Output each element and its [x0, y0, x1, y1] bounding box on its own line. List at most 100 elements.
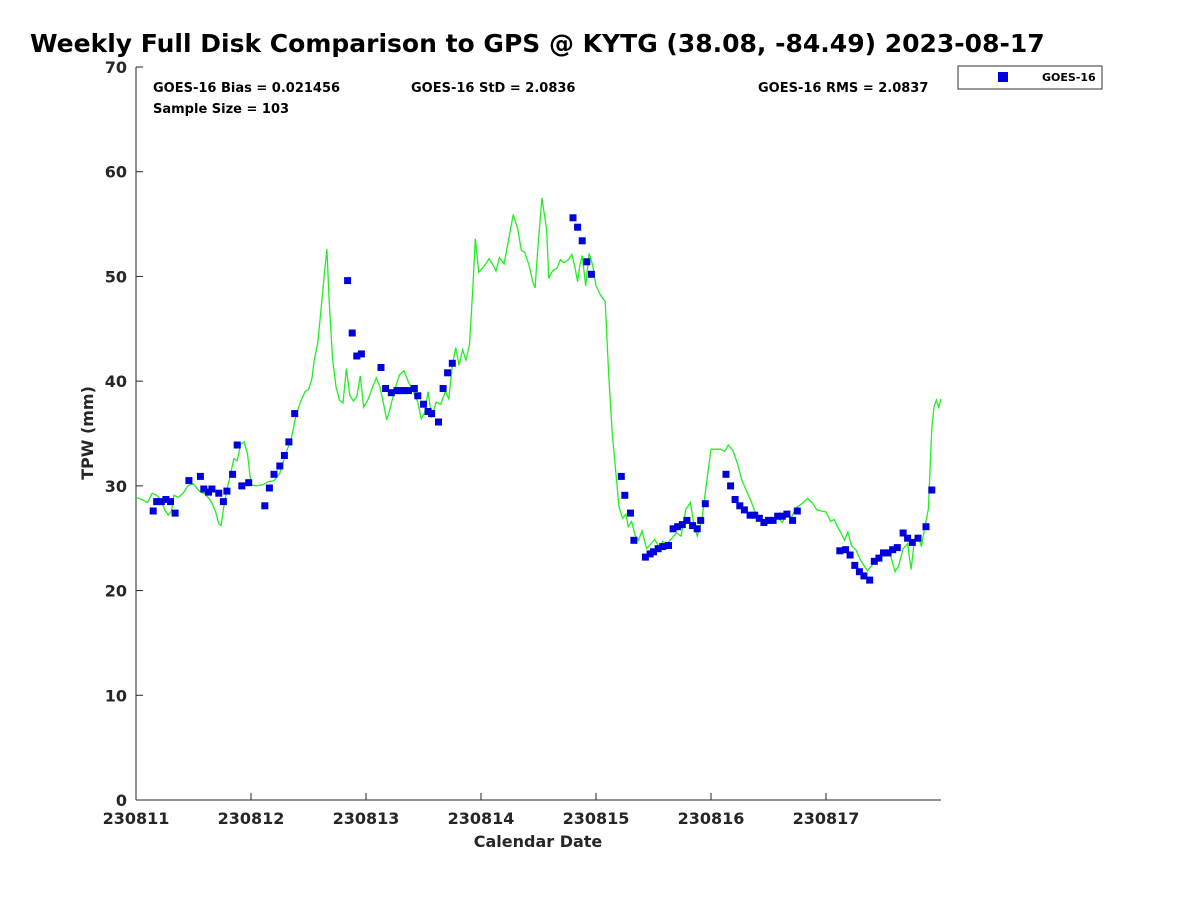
y-tick-label: 30: [105, 477, 127, 496]
plot-area: [135, 197, 942, 584]
goes-16-point: [215, 489, 223, 497]
goes-16-point: [755, 514, 763, 522]
goes-16-point: [701, 500, 709, 508]
goes-16-point: [353, 352, 361, 360]
goes-16-point: [219, 498, 227, 506]
goes-16-point: [654, 545, 662, 553]
goes-16-point: [238, 482, 246, 490]
goes-16-point: [769, 516, 777, 524]
rms-stat: GOES-16 RMS = 2.0837: [758, 81, 928, 96]
goes-16-point: [665, 542, 672, 549]
goes-16-point: [751, 511, 759, 519]
goes-16-point: [880, 549, 887, 557]
goes-16-point: [162, 496, 170, 503]
goes-16-point: [746, 511, 754, 519]
goes-16-point: [348, 329, 356, 337]
goes-16-point: [842, 546, 850, 554]
x-tick-label: 230814: [448, 809, 515, 828]
goes-16-point: [884, 549, 892, 557]
goes-16-point: [893, 544, 901, 552]
goes-16-point: [270, 470, 278, 478]
y-tick-label: 20: [105, 582, 127, 601]
goes-16-point: [760, 519, 768, 526]
goes-16-point: [410, 385, 418, 392]
x-tick-label: 230813: [333, 809, 400, 828]
goes-16-point: [285, 438, 293, 446]
goes-16-point: [382, 385, 390, 392]
legend-label-goes-16: GOES-16: [1042, 71, 1096, 84]
goes-16-point: [697, 516, 705, 524]
goes-16-point: [448, 359, 456, 367]
goes-16-point: [855, 568, 863, 576]
goes-16-point: [428, 410, 436, 418]
goes-16-point: [229, 470, 237, 478]
sample-size-stat: Sample Size = 103: [153, 102, 289, 117]
gps-line: [135, 197, 942, 574]
bias-stat: GOES-16 Bias = 0.021456: [153, 81, 340, 96]
chart-title: Weekly Full Disk Comparison to GPS @ KYT…: [30, 29, 1045, 58]
goes-16-point: [914, 534, 922, 542]
y-axis-label: TPW (mm): [78, 386, 97, 480]
x-tick-label: 230811: [103, 809, 170, 828]
goes-16-point: [578, 237, 586, 245]
x-tick-label: 230812: [218, 809, 285, 828]
goes-16-point: [650, 548, 657, 556]
goes-16-point: [846, 551, 854, 559]
legend-box: [957, 65, 1103, 90]
goes-16-point: [683, 516, 691, 524]
y-tick-label: 50: [105, 267, 127, 286]
goes-16-point: [414, 392, 422, 400]
legend: GOES-16: [957, 65, 1103, 90]
goes-16-point: [621, 491, 629, 499]
goes-16-point: [908, 538, 916, 546]
goes-16-point: [587, 270, 595, 278]
goes-16-point: [860, 572, 868, 580]
goes-16-point: [196, 472, 204, 480]
goes-16-point: [153, 498, 161, 506]
goes-16-point: [778, 512, 786, 520]
goes-16-point: [870, 557, 878, 565]
goes-16-point: [420, 400, 427, 408]
goes-16-point: [583, 258, 591, 266]
goes-16-point: [928, 486, 936, 494]
axes: 0 10 20 30 40 50 60 70 230811 230812 230813 230814 2…: [103, 58, 941, 828]
goes-16-point: [689, 522, 697, 530]
goes-16-point: [574, 223, 582, 231]
goes-16-point: [674, 523, 682, 531]
goes-16-point: [617, 472, 625, 480]
goes-16-point: [208, 485, 216, 493]
goes-16-point: [157, 498, 165, 506]
goes-16-point: [627, 509, 634, 517]
goes-16-point: [641, 553, 649, 561]
goes-16-point: [904, 534, 912, 542]
goes-16-point: [678, 521, 686, 529]
goes-16-point: [899, 529, 907, 537]
y-tick-label: 40: [105, 372, 127, 391]
goes-16-point: [659, 543, 667, 551]
goes-16-point: [722, 470, 730, 478]
goes-16-point: [233, 441, 241, 449]
goes-16-point: [740, 506, 748, 514]
goes-16-point: [922, 523, 930, 531]
goes-16-point: [200, 485, 208, 493]
goes-16-point: [245, 479, 253, 487]
x-tick-label: 230816: [678, 809, 745, 828]
goes-16-point: [185, 477, 193, 485]
goes-16-point: [149, 507, 157, 515]
goes-16-point: [736, 502, 744, 510]
goes-16-point: [765, 516, 772, 524]
goes-16-point: [793, 507, 801, 515]
goes-16-point: [731, 496, 739, 503]
goes-16-point: [783, 510, 791, 518]
goes-16-point: [630, 536, 638, 544]
goes-16-point: [435, 418, 442, 426]
goes-16-point: [875, 554, 883, 562]
goes-16-point: [291, 410, 299, 418]
y-tick-label: 10: [105, 686, 127, 705]
y-tick-label: 60: [105, 163, 127, 182]
goes-16-point: [167, 498, 174, 506]
x-axis-label: Calendar Date: [474, 832, 603, 851]
x-tick-label: 230815: [563, 809, 630, 828]
goes-16-point: [377, 364, 385, 371]
